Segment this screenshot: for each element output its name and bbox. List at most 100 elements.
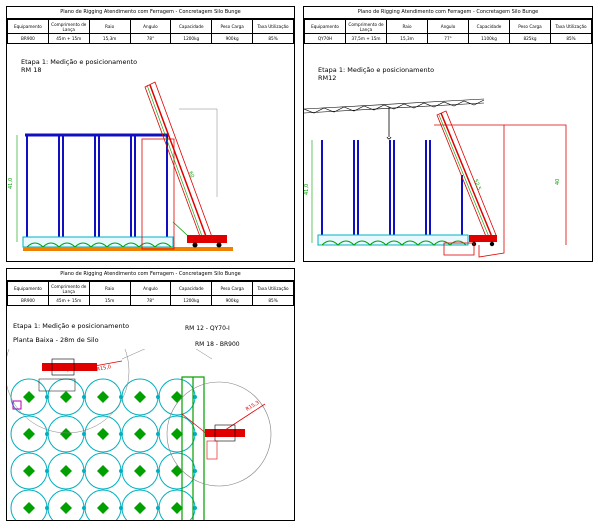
value-peso: 900kg: [211, 295, 254, 306]
silo-columns: [321, 140, 463, 235]
value-taxa: 85%: [550, 33, 592, 44]
value-capacidade: 1200kg: [170, 33, 213, 44]
silo-grid: [10, 378, 197, 520]
value-angulo: 77°: [427, 33, 469, 44]
header-angulo: Angulo: [427, 19, 469, 34]
header-angulo: Angulo: [129, 281, 172, 296]
value-raio: 15,3m: [386, 33, 428, 44]
sheet-title: Plano de Rigging Atendimento com Ferrage…: [7, 7, 294, 19]
silo-marker: [134, 502, 146, 514]
crane-body: [469, 235, 497, 242]
crane-tag: RM 18: [21, 66, 42, 74]
silo-joint: [193, 469, 197, 473]
header-capacidade: Capacidade: [170, 19, 213, 34]
tower-crane-jib: [304, 98, 485, 114]
ground-line: [23, 247, 233, 251]
silo-marker: [97, 465, 109, 477]
value-capacidade: 1200kg: [170, 295, 213, 306]
header-equipamento: Equipamento: [304, 19, 346, 34]
silo-marker: [134, 391, 146, 403]
silo-marker: [23, 502, 35, 514]
sheet-title: Plano de Rigging Atendimento com Ferrage…: [7, 269, 294, 281]
value-peso: 900kg: [211, 33, 254, 44]
height-dimension: 41,0: [8, 178, 14, 189]
height-dimension: 41,0: [304, 184, 310, 195]
value-equipamento: BR900: [7, 33, 49, 44]
silo-marker: [171, 428, 183, 440]
header-equipamento: Equipamento: [7, 281, 49, 296]
value-comprimento: 45m + 15m: [47, 295, 90, 306]
value-equipamento: BR900: [7, 295, 49, 306]
plan-drawing: R15,3 R15,0: [7, 349, 272, 520]
header-peso: Peso Carga: [211, 19, 254, 34]
value-angulo: 78°: [129, 295, 172, 306]
silo-marker: [97, 428, 109, 440]
silo-marker: [23, 428, 35, 440]
value-raio: 15m: [88, 295, 131, 306]
elevation-drawing: 41,0 40 52,5: [304, 98, 567, 258]
crane-plan-rm18: [205, 424, 245, 460]
rigging-sheet-top-right: Plano de Rigging Atendimento com Ferrage…: [303, 6, 593, 262]
rigging-sheet-plan-view: Plano de Rigging Atendimento com Ferrage…: [6, 268, 295, 521]
swing-radius-circle: [166, 381, 272, 487]
boom-dimension: 60: [187, 171, 195, 179]
header-capacidade: Capacidade: [170, 281, 213, 296]
stage-label: Etapa 1: Medição e posicionamento: [318, 66, 435, 74]
header-raio: Raio: [88, 281, 131, 296]
boom-dimension: 52,5: [472, 179, 482, 192]
value-peso: 825kg: [509, 33, 551, 44]
header-equipamento: Equipamento: [7, 19, 49, 34]
header-capacidade: Capacidade: [468, 19, 510, 34]
silo-marker: [97, 391, 109, 403]
value-equipamento: QY70H: [304, 33, 346, 44]
silo-marker: [134, 465, 146, 477]
sheet-title: Plano de Rigging Atendimento com Ferrage…: [304, 7, 592, 19]
value-comprimento: 37,5m + 15m: [345, 33, 387, 44]
crane-body: [187, 235, 227, 243]
silo-marker: [97, 502, 109, 514]
header-angulo: Angulo: [129, 19, 172, 34]
silo-joint: [193, 506, 197, 510]
silo-marker: [60, 428, 72, 440]
silo-marker: [171, 465, 183, 477]
value-raio: 15,3m: [88, 33, 131, 44]
crane-boom: [436, 110, 497, 240]
value-angulo: 78°: [129, 33, 172, 44]
crane-tag: RM12: [318, 74, 337, 82]
header-comprimento: Comprimento de Lança: [47, 19, 90, 34]
plan-subtitle: Planta Baixa - 28m de Silo: [13, 336, 99, 344]
callout-rm12: RM 12 - QY70-I: [185, 325, 230, 332]
silo-marker: [134, 428, 146, 440]
value-capacidade: 1100kg: [468, 33, 510, 44]
spec-table: Equipamento Comprimento de Lança Raio An…: [7, 19, 294, 44]
rigging-sheet-top-left: Plano de Rigging Atendimento com Ferrage…: [6, 6, 295, 262]
header-peso: Peso Carga: [211, 281, 254, 296]
silo-joint: [193, 432, 197, 436]
callout-rm18: RM 18 - BR900: [195, 341, 240, 348]
header-taxa: Taxa Utilização: [252, 281, 294, 296]
header-raio: Raio: [88, 19, 131, 34]
elevation-drawing: 41,0 60: [8, 81, 233, 251]
spec-table: Equipamento Comprimento de Lança Raio An…: [7, 281, 294, 306]
header-peso: Peso Carga: [509, 19, 551, 34]
silo-marker: [60, 391, 72, 403]
radius-label-1: R15,3: [245, 400, 261, 413]
silo-marker: [60, 465, 72, 477]
silo-marker: [171, 502, 183, 514]
crane-boom: [144, 81, 213, 243]
spec-table: Equipamento Comprimento de Lança Raio An…: [304, 19, 592, 44]
value-taxa: 85%: [252, 295, 294, 306]
silo-joint: [193, 395, 197, 399]
silo-marker: [23, 391, 35, 403]
silo-marker: [60, 502, 72, 514]
crane-plan-rm12: [38, 358, 97, 392]
silo-marker: [23, 465, 35, 477]
silo-columns: [26, 135, 168, 237]
value-comprimento: 45m + 15m: [47, 33, 90, 44]
header-taxa: Taxa Utilização: [550, 19, 592, 34]
stage-label: Etapa 1: Medição e posicionamento: [13, 322, 130, 330]
value-taxa: 85%: [252, 33, 294, 44]
header-raio: Raio: [386, 19, 428, 34]
header-taxa: Taxa Utilização: [252, 19, 294, 34]
header-comprimento: Comprimento de Lança: [47, 281, 90, 296]
